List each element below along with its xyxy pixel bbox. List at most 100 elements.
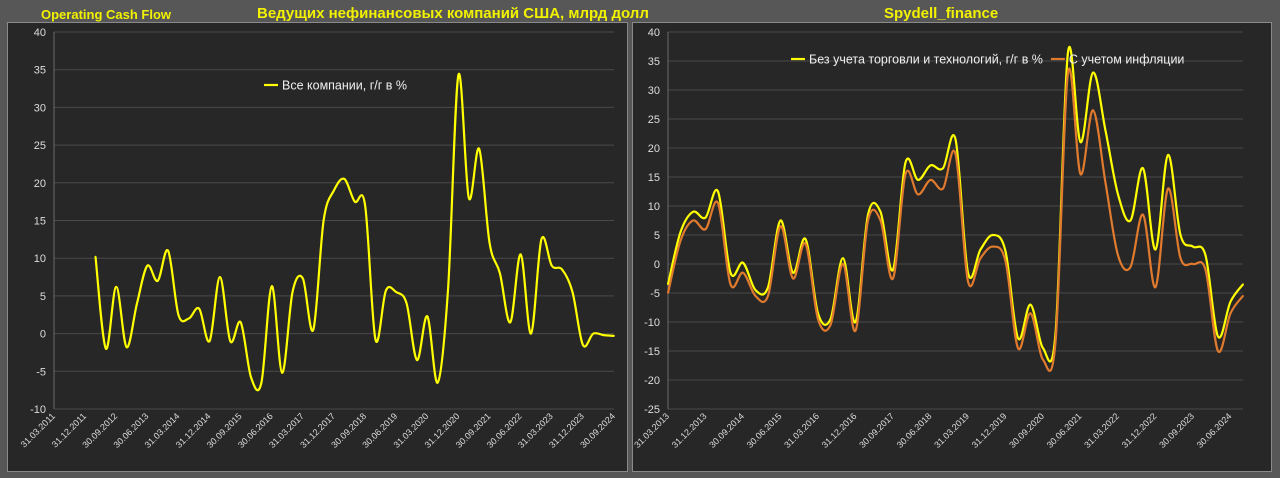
left-chart-data-point: [177, 313, 180, 316]
right-chart-data-point: [1092, 71, 1094, 74]
left-chart-data-point: [125, 346, 128, 349]
right-chart-data-point: [929, 164, 932, 167]
left-chart-svg: -10-5051015202530354031.03.201131.12.201…: [19, 27, 617, 450]
right-chart-data-point: [1229, 312, 1232, 315]
right-chart-data-point: [1029, 303, 1032, 306]
right-chart-data-point: [767, 286, 769, 289]
right-chart-data-point: [979, 248, 982, 251]
left-chart-data-point: [416, 359, 418, 361]
right-chart-panel: -25 -20 -15 -10 -5 0 5 10 15 20 25 30 35 40 31.03.2013…: [632, 22, 1272, 472]
right-chart-data-point: [942, 187, 944, 190]
right-chart-data-point: [1067, 51, 1069, 54]
right-chart-data-point: [1017, 347, 1019, 349]
left-chart-data-point: [322, 219, 325, 222]
right-chart-series-line-2: [666, 67, 1244, 372]
left-chart-data-point: [447, 287, 449, 290]
right-chart-data-point: [817, 318, 819, 320]
right-chart-label: Spydell_finance: [884, 5, 999, 22]
left-chart-panel: -10 -5 0 5 10 15 20 25 30 35 40 31.03.2011 31.12.201…: [7, 22, 628, 472]
left-chart-data-point: [239, 321, 242, 324]
left-chart-data-point: [385, 289, 387, 292]
left-chart-y-tick-label: 15: [34, 216, 46, 228]
left-chart-data-point: [592, 332, 595, 335]
right-chart-data-point: [779, 225, 782, 228]
right-chart-data-point: [879, 210, 882, 213]
left-chart-y-tick-label: 20: [34, 178, 46, 190]
right-chart-data-point: [1104, 129, 1107, 132]
right-chart-series-line-1: [666, 46, 1244, 363]
right-chart-y-tick-label: 20: [648, 143, 660, 155]
left-chart-y-tick-label: 5: [40, 291, 46, 303]
left-chart-data-point: [499, 272, 501, 275]
left-chart-data-point: [571, 291, 574, 293]
right-chart-data-point: [667, 292, 669, 294]
right-chart-data-point: [729, 283, 732, 286]
right-chart-data-point: [1179, 234, 1182, 236]
right-chart-x-tick-label: 30.06.2024: [1195, 411, 1234, 450]
right-chart-data-point: [1004, 260, 1007, 262]
left-chart-y-tick-label: -10: [30, 404, 46, 416]
left-chart-data-point: [136, 302, 138, 305]
right-chart-data-point: [742, 271, 744, 274]
right-chart-data-point: [1017, 337, 1019, 340]
right-chart-x-tick-label: 30.09.2014: [707, 411, 746, 450]
left-chart-data-point: [519, 253, 522, 256]
right-chart-x-tick-label: 30.09.2020: [1007, 411, 1046, 450]
right-chart-data-point: [1142, 167, 1144, 170]
right-chart-data-point: [854, 321, 857, 323]
right-chart-y-tick-label: 15: [648, 172, 660, 184]
left-chart-data-point: [582, 344, 584, 346]
right-chart-data-point: [842, 263, 844, 265]
left-chart-data-point: [602, 334, 605, 336]
right-chart-data-point: [704, 216, 707, 219]
left-chart-y-tick-label: 10: [34, 253, 46, 265]
left-chart-data-point: [219, 276, 221, 278]
right-chart-x-tick-label: 31.12.2016: [820, 411, 859, 450]
right-chart-data-point: [1154, 286, 1157, 289]
right-chart-x-tick-label: 30.09.2017: [857, 411, 896, 450]
right-chart-x-tick-label: 30.06.2021: [1045, 411, 1084, 450]
left-chart-data-point: [488, 242, 491, 245]
right-chart-y-tick-label: -10: [644, 317, 660, 329]
right-chart-data-point: [754, 289, 757, 291]
right-chart-data-point: [1217, 350, 1219, 352]
left-chart-data-point: [187, 317, 190, 320]
right-chart-data-point: [829, 324, 832, 326]
left-chart-data-point: [343, 178, 346, 180]
left-chart-data-point: [156, 279, 159, 282]
left-chart-data-point: [613, 335, 615, 337]
right-chart-y-tick-label: 0: [654, 259, 660, 271]
left-chart-y-tick-label: -5: [36, 366, 46, 378]
right-chart-data-point: [954, 152, 957, 155]
left-chart-data-point: [115, 286, 118, 288]
right-chart-x-tick-label: 30.09.2023: [1157, 411, 1196, 450]
right-chart-data-point: [1242, 283, 1244, 286]
right-chart-data-point: [1167, 154, 1169, 156]
left-chart-data-point: [208, 340, 211, 342]
right-chart-data-point: [667, 283, 669, 286]
left-chart-y-tick-label: 40: [34, 27, 46, 39]
right-chart-data-point: [1204, 268, 1207, 271]
right-chart-data-point: [1129, 266, 1132, 268]
right-chart-data-point: [1242, 295, 1244, 297]
right-chart-y-tick-label: -25: [644, 404, 660, 416]
right-chart-data-point: [1067, 71, 1069, 74]
right-chart-data-point: [904, 173, 907, 176]
right-chart-data-point: [717, 190, 719, 193]
right-chart-data-point: [992, 234, 994, 236]
right-chart-data-point: [1129, 219, 1132, 222]
right-chart-data-point: [1192, 245, 1194, 248]
right-chart-data-point: [729, 271, 732, 274]
right-chart-data-point: [779, 219, 782, 222]
right-chart-data-point: [992, 245, 994, 248]
right-chart-legend-label-1: Без учета торговли и технологий, г/г в %: [809, 53, 1043, 67]
right-chart-y-tick-label: -15: [644, 346, 660, 358]
right-chart-svg: -25 -20 -15 -10 -5 0 5 10 15 20 25 30 35 40 31.03.2013…: [633, 27, 1244, 450]
right-chart-legend-label-2: С учетом инфляции: [1069, 53, 1185, 67]
right-chart-data-point: [767, 295, 769, 297]
left-chart-y-tick-label: 35: [34, 65, 46, 77]
right-chart-data-point: [1004, 250, 1007, 253]
left-chart-legend-label-1: Все компании, г/г в %: [282, 79, 407, 93]
right-chart-data-point: [917, 179, 919, 181]
right-chart-data-point: [942, 167, 944, 170]
